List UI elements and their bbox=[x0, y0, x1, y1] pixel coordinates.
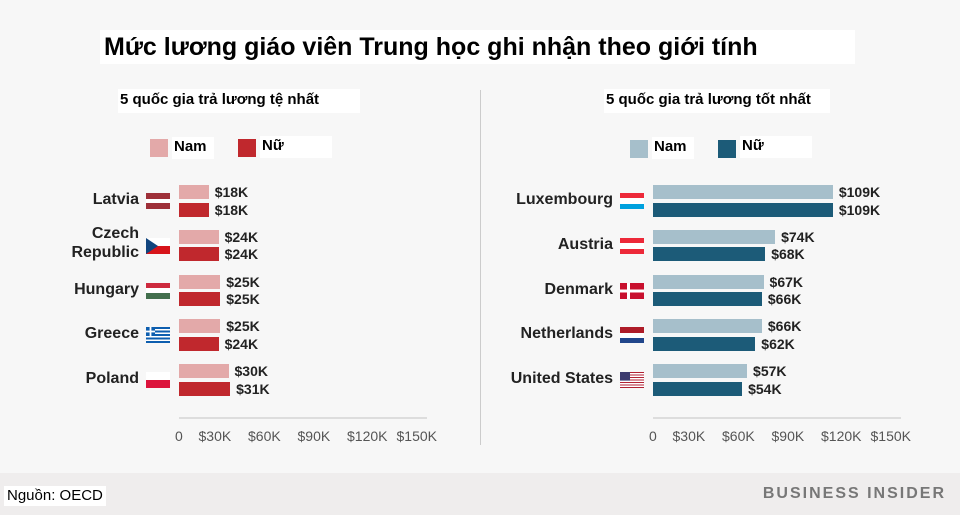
data-label: $57K bbox=[753, 363, 787, 380]
bar-nu bbox=[653, 202, 833, 217]
category-label: Denmark bbox=[544, 280, 613, 298]
x-tick-label: $60K bbox=[248, 428, 281, 444]
bar-nam bbox=[653, 364, 748, 379]
legend-label-nam: Nam bbox=[652, 137, 694, 159]
panel-subtitle: 5 quốc gia trả lương tốt nhất bbox=[604, 89, 830, 113]
data-label: $54K bbox=[748, 380, 782, 397]
x-tick-label: $30K bbox=[198, 428, 232, 444]
x-tick-label: $120K bbox=[347, 428, 388, 444]
legend-swatch-nu bbox=[718, 140, 736, 158]
category-label: Luxembourg bbox=[516, 191, 613, 208]
flag-czech-republic-icon bbox=[146, 237, 170, 254]
x-tick-label: $90K bbox=[297, 428, 331, 444]
data-label: $24K bbox=[224, 335, 259, 352]
flag-luxembourg-icon bbox=[620, 193, 644, 209]
bar-nu bbox=[653, 336, 756, 351]
data-label: $30K bbox=[234, 363, 268, 380]
flag-denmark-icon bbox=[620, 282, 644, 299]
data-label: $109K bbox=[838, 184, 881, 200]
x-tick-label: $90K bbox=[771, 428, 805, 444]
bar-nu bbox=[653, 247, 766, 262]
legend-label-nam: Nam bbox=[172, 137, 214, 159]
category-label: Poland bbox=[85, 370, 139, 388]
category-label: Latvia bbox=[92, 191, 139, 208]
x-tick-label: 0 bbox=[175, 428, 183, 444]
flag-hungary-icon bbox=[146, 282, 170, 299]
bar-nu bbox=[653, 381, 743, 396]
x-tick-label: $120K bbox=[821, 428, 862, 444]
data-label: $62K bbox=[761, 335, 795, 352]
footer bbox=[0, 473, 960, 515]
flag-greece-icon bbox=[146, 327, 170, 344]
data-label: $25K bbox=[226, 273, 260, 290]
data-label: $68K bbox=[771, 246, 805, 263]
category-label: Netherlands bbox=[520, 325, 613, 343]
bar-nam bbox=[179, 229, 219, 244]
x-axis-line bbox=[179, 417, 427, 419]
data-label: $24K bbox=[224, 246, 259, 263]
category-label: Austria bbox=[557, 235, 613, 253]
data-label: $74K bbox=[781, 228, 815, 245]
category-label: Hungary bbox=[74, 280, 139, 298]
data-label: $67K bbox=[769, 273, 804, 290]
flag-netherlands-icon bbox=[620, 327, 644, 344]
bar-nam bbox=[179, 364, 229, 379]
x-tick-label: $30K bbox=[672, 428, 706, 444]
category-label: United States bbox=[510, 370, 613, 388]
x-axis-line bbox=[653, 417, 901, 419]
legend-swatch-nam bbox=[150, 139, 168, 157]
data-label: $18K bbox=[214, 184, 249, 200]
category-label: Greece bbox=[84, 325, 139, 343]
legend-label-nu: Nữ bbox=[740, 136, 812, 158]
data-label: $24K bbox=[224, 228, 259, 245]
data-label: $31K bbox=[236, 380, 270, 397]
flag-austria-icon bbox=[620, 237, 644, 254]
bar-nu bbox=[179, 381, 231, 396]
source-note: Nguồn: OECD bbox=[4, 486, 106, 506]
bar-nu bbox=[653, 292, 762, 307]
flag-latvia-icon bbox=[146, 193, 170, 209]
flag-poland-icon bbox=[146, 372, 170, 389]
category-label: Czech Republic bbox=[71, 224, 139, 261]
data-label: $18K bbox=[214, 201, 249, 218]
bar-nu bbox=[179, 292, 221, 307]
data-label: $109K bbox=[838, 201, 881, 218]
data-label: $25K bbox=[226, 291, 260, 308]
x-tick-label: 0 bbox=[649, 428, 657, 444]
bar-nam bbox=[653, 274, 764, 289]
bar-nam bbox=[653, 319, 762, 334]
bar-nam bbox=[179, 319, 221, 334]
data-label: $66K bbox=[767, 291, 802, 308]
bar-nam bbox=[653, 229, 776, 244]
data-label: $25K bbox=[226, 318, 260, 335]
flag-united-states-icon bbox=[620, 372, 644, 389]
x-tick-label: $150K bbox=[396, 428, 437, 444]
legend-swatch-nu bbox=[238, 139, 256, 157]
chart-title: Mức lương giáo viên Trung học ghi nhận t… bbox=[100, 30, 855, 64]
bar-nu bbox=[179, 247, 219, 262]
data-label: $66K bbox=[767, 318, 802, 335]
x-tick-label: $60K bbox=[722, 428, 755, 444]
bar-nu bbox=[179, 202, 209, 217]
x-tick-label: $150K bbox=[870, 428, 911, 444]
bar-nam bbox=[179, 274, 221, 289]
panel-subtitle: 5 quốc gia trả lương tệ nhất bbox=[118, 89, 360, 113]
bar-nam bbox=[179, 185, 209, 199]
brand-logo: BUSINESS INSIDER bbox=[762, 485, 946, 502]
legend-label-nu: Nữ bbox=[260, 136, 332, 158]
bar-nam bbox=[653, 185, 833, 199]
legend-swatch-nam bbox=[630, 140, 648, 158]
panel-divider bbox=[480, 90, 481, 445]
bar-nu bbox=[179, 336, 219, 351]
